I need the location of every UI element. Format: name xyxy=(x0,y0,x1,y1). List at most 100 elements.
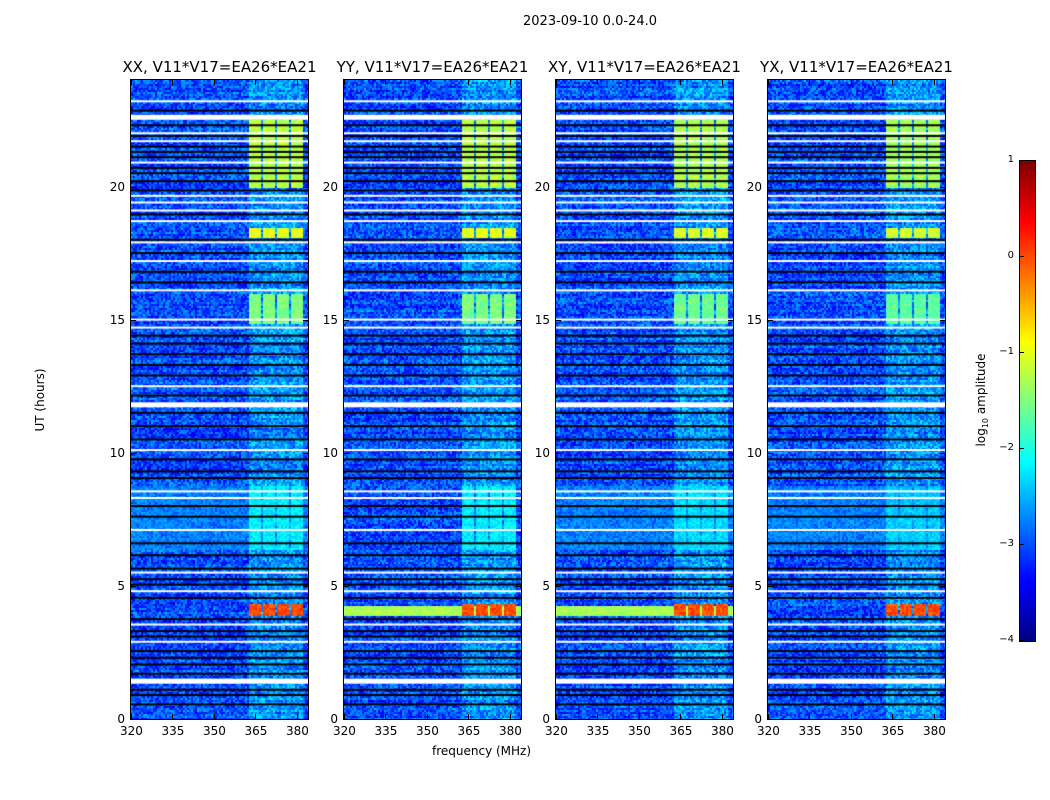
y-tick xyxy=(556,319,561,321)
y-tick xyxy=(344,319,349,321)
colorbar-label-rest: amplitude xyxy=(973,353,988,418)
colorbar-label-sub: 10 xyxy=(981,417,991,429)
x-tick xyxy=(468,80,470,85)
heatmap-yx xyxy=(768,80,945,719)
y-tick-label: 5 xyxy=(330,578,338,593)
y-tick xyxy=(768,319,773,321)
y-tick-label: 15 xyxy=(534,312,550,327)
x-tick-label: 350 xyxy=(202,724,226,738)
y-tick xyxy=(940,452,945,454)
x-tick-label: 335 xyxy=(798,724,822,738)
y-tick xyxy=(344,719,349,720)
x-tick xyxy=(933,80,935,85)
y-tick xyxy=(768,719,773,720)
x-tick-label: 365 xyxy=(669,724,693,738)
x-tick xyxy=(556,714,557,719)
y-axis-label: UT (hours) xyxy=(33,368,47,432)
x-tick xyxy=(172,714,174,719)
x-tick xyxy=(509,714,511,719)
colorbar-tick xyxy=(1020,256,1024,257)
x-tick xyxy=(426,80,428,85)
heatmap-yy xyxy=(344,80,521,719)
x-tick xyxy=(509,80,511,85)
y-tick-label: 10 xyxy=(109,445,125,460)
y-tick xyxy=(516,719,521,720)
x-tick xyxy=(296,80,298,85)
y-tick xyxy=(556,186,561,188)
x-tick xyxy=(556,80,557,85)
y-tick xyxy=(768,585,773,587)
y-tick xyxy=(556,585,561,587)
x-tick xyxy=(296,714,298,719)
y-tick-label: 20 xyxy=(534,179,550,194)
y-tick xyxy=(768,186,773,188)
panel-xx: XX, V11*V17=EA26*EA21 xyxy=(122,58,317,720)
colorbar-tick xyxy=(1020,352,1024,353)
panel-yy: YY, V11*V17=EA26*EA21 xyxy=(337,58,528,720)
panel-title: YY, V11*V17=EA26*EA21 xyxy=(336,58,529,76)
y-tick xyxy=(728,319,733,321)
colorbar-tick xyxy=(1020,160,1024,161)
y-tick xyxy=(556,452,561,454)
x-tick xyxy=(385,714,387,719)
x-tick xyxy=(721,714,723,719)
x-tick xyxy=(172,80,174,85)
colorbar-label-main: log xyxy=(973,428,988,447)
y-tick-label: 0 xyxy=(330,712,338,726)
x-tick-label: 365 xyxy=(457,724,481,738)
x-tick xyxy=(255,80,257,85)
colorbar-tick-label: −3 xyxy=(999,538,1014,549)
x-tick xyxy=(809,714,811,719)
x-tick-label: 350 xyxy=(415,724,439,738)
colorbar-tick-label: 0 xyxy=(1007,250,1014,261)
colorbar-tick xyxy=(1020,640,1024,641)
x-tick-label: 335 xyxy=(374,724,398,738)
x-tick-label: 380 xyxy=(498,724,522,738)
y-tick xyxy=(516,186,521,188)
y-tick xyxy=(768,452,773,454)
y-tick xyxy=(516,319,521,321)
x-tick-label: 350 xyxy=(839,724,863,738)
y-tick-label: 15 xyxy=(109,312,125,327)
x-tick xyxy=(680,80,682,85)
x-tick xyxy=(933,714,935,719)
heatmap-xy xyxy=(556,80,733,719)
y-tick-label: 0 xyxy=(754,712,762,726)
x-tick xyxy=(344,80,345,85)
y-tick xyxy=(303,186,308,188)
x-tick-label: 320 xyxy=(120,724,143,738)
y-tick-label: 5 xyxy=(117,578,125,593)
heatmap-xx xyxy=(131,80,308,719)
x-tick xyxy=(597,714,599,719)
x-axis-label: frequency (MHz) xyxy=(432,744,532,758)
x-tick xyxy=(680,714,682,719)
panel-title: XY, V11*V17=EA26*EA21 xyxy=(548,58,741,76)
y-tick-label: 20 xyxy=(746,179,762,194)
x-tick xyxy=(131,714,132,719)
x-tick xyxy=(213,714,215,719)
x-tick xyxy=(213,80,215,85)
figure-title: 2023-09-10 0.0-24.0 xyxy=(523,14,657,29)
y-tick-label: 5 xyxy=(754,578,762,593)
x-tick xyxy=(638,80,640,85)
x-tick-label: 380 xyxy=(710,724,734,738)
y-tick xyxy=(728,585,733,587)
y-tick xyxy=(556,719,561,720)
x-tick xyxy=(850,80,852,85)
y-tick-label: 0 xyxy=(542,712,550,726)
x-tick xyxy=(385,80,387,85)
y-tick xyxy=(516,585,521,587)
colorbar-tick-label: −4 xyxy=(999,634,1014,645)
x-tick-label: 320 xyxy=(545,724,568,738)
y-tick xyxy=(940,585,945,587)
y-tick xyxy=(131,719,136,720)
y-tick-label: 10 xyxy=(534,445,550,460)
x-tick-label: 320 xyxy=(333,724,356,738)
x-tick xyxy=(426,714,428,719)
y-tick-label: 15 xyxy=(746,312,762,327)
y-tick xyxy=(131,186,136,188)
colorbar-label: log10 amplitude xyxy=(974,354,990,447)
x-tick xyxy=(768,714,769,719)
x-tick xyxy=(597,80,599,85)
